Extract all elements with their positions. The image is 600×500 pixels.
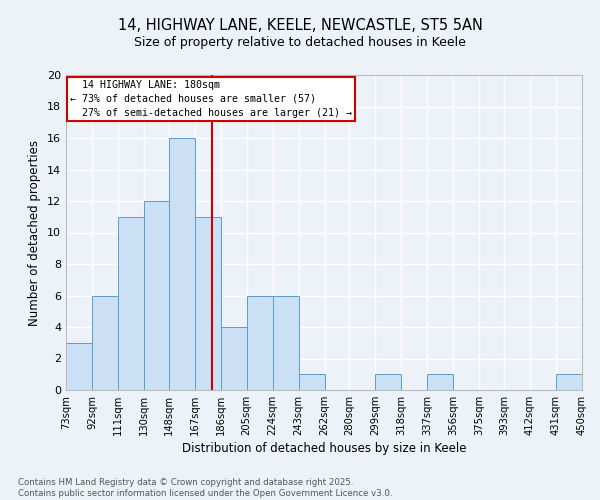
Text: 14, HIGHWAY LANE, KEELE, NEWCASTLE, ST5 5AN: 14, HIGHWAY LANE, KEELE, NEWCASTLE, ST5 … <box>118 18 482 32</box>
Bar <box>66 343 92 390</box>
X-axis label: Distribution of detached houses by size in Keele: Distribution of detached houses by size … <box>182 442 466 455</box>
Bar <box>92 296 118 390</box>
Text: Size of property relative to detached houses in Keele: Size of property relative to detached ho… <box>134 36 466 49</box>
Bar <box>118 217 144 390</box>
Y-axis label: Number of detached properties: Number of detached properties <box>28 140 41 326</box>
Bar <box>169 138 194 390</box>
Bar <box>194 217 221 390</box>
Bar <box>376 374 401 390</box>
Bar <box>247 296 272 390</box>
Text: 14 HIGHWAY LANE: 180sqm
← 73% of detached houses are smaller (57)
  27% of semi-: 14 HIGHWAY LANE: 180sqm ← 73% of detache… <box>70 80 352 118</box>
Bar <box>272 296 299 390</box>
Bar <box>299 374 325 390</box>
Bar <box>427 374 454 390</box>
Text: Contains HM Land Registry data © Crown copyright and database right 2025.
Contai: Contains HM Land Registry data © Crown c… <box>18 478 392 498</box>
Bar <box>556 374 582 390</box>
Bar <box>221 327 247 390</box>
Bar <box>144 201 169 390</box>
